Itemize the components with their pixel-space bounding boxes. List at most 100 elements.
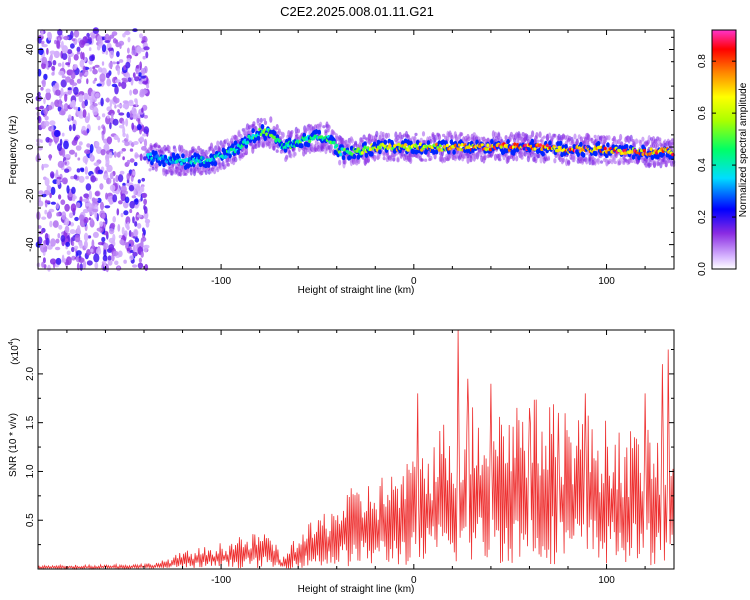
ridge-core	[305, 137, 309, 141]
noise-speckle	[47, 31, 53, 41]
noise-speckle	[106, 136, 113, 145]
ridge-band	[228, 153, 232, 159]
noise-speckle	[79, 72, 83, 77]
noise-speckle	[114, 104, 117, 109]
noise-speckle	[122, 103, 127, 109]
ridge-halo	[573, 133, 577, 140]
ridge-halo	[433, 153, 437, 160]
ridge-halo	[382, 156, 386, 161]
noise-speckle	[111, 61, 117, 65]
ridge-halo	[498, 153, 502, 160]
ridge-halo	[272, 145, 276, 151]
noise-speckle	[73, 106, 79, 110]
noise-speckle	[116, 51, 120, 58]
spectrogram-y-label: Frequency (Hz)	[8, 116, 19, 185]
ridge-halo	[593, 134, 597, 139]
noise-speckle	[126, 47, 130, 54]
colorbar-gradient	[711, 29, 737, 270]
ridge-band	[197, 154, 201, 161]
noise-speckle	[106, 115, 110, 119]
ridge-core	[459, 147, 463, 152]
ridge-halo	[234, 156, 238, 163]
noise-speckle	[40, 29, 44, 37]
ridge-halo	[647, 135, 651, 143]
ridge-halo	[539, 156, 543, 164]
noise-speckle	[118, 112, 125, 116]
ridge-halo	[290, 130, 294, 134]
noise-speckle	[55, 257, 62, 265]
ridge-core	[642, 148, 646, 153]
ridge-halo	[296, 128, 300, 134]
noise-speckle	[104, 40, 111, 44]
ridge-band	[236, 149, 240, 155]
ridge-core	[335, 143, 339, 148]
y-tick-label: 0	[25, 144, 36, 150]
noise-speckle	[103, 249, 107, 257]
noise-speckle	[63, 104, 67, 109]
noise-speckle	[41, 56, 48, 64]
ridge-halo	[344, 139, 348, 146]
noise-speckle	[122, 33, 126, 38]
noise-speckle	[103, 242, 109, 249]
noise-speckle	[78, 214, 85, 222]
ridge-core	[308, 139, 312, 143]
ridge-halo	[442, 133, 446, 137]
ridge-halo	[407, 134, 411, 141]
noise-speckle	[60, 40, 64, 50]
ridge-core	[437, 148, 441, 152]
ridge-halo	[622, 160, 626, 165]
noise-speckle	[125, 216, 131, 225]
ridge-band	[618, 144, 622, 150]
noise-speckle	[64, 225, 70, 234]
noise-speckle	[134, 221, 138, 227]
noise-speckle	[44, 200, 51, 204]
ridge-halo	[645, 157, 649, 163]
noise-speckle	[99, 73, 106, 82]
ridge-core	[363, 145, 367, 150]
noise-speckle	[117, 109, 120, 114]
ridge-core	[201, 156, 205, 160]
ridge-halo	[151, 166, 155, 171]
noise-speckle	[36, 138, 42, 143]
noise-speckle	[91, 197, 96, 203]
ridge-core	[445, 143, 449, 148]
noise-speckle	[40, 40, 45, 45]
noise-speckle	[120, 193, 127, 202]
noise-speckle	[131, 106, 136, 115]
noise-speckle	[90, 218, 94, 225]
noise-speckle	[49, 50, 56, 55]
noise-speckle	[43, 107, 49, 115]
noise-speckle	[138, 80, 144, 85]
noise-speckle	[60, 235, 66, 243]
noise-speckle	[122, 100, 129, 104]
noise-speckle	[71, 116, 74, 121]
noise-speckle	[133, 141, 139, 145]
noise-speckle	[73, 174, 78, 180]
ridge-core	[460, 143, 464, 147]
ridge-band	[631, 154, 636, 160]
ridge-halo	[542, 135, 546, 139]
ridge-core	[265, 132, 269, 136]
noise-speckle	[73, 29, 80, 38]
noise-speckle	[108, 227, 115, 235]
noise-speckle	[110, 222, 116, 229]
noise-speckle	[132, 113, 138, 120]
noise-speckle	[65, 241, 71, 247]
ridge-core	[382, 143, 386, 148]
noise-speckle	[44, 209, 48, 215]
ridge-halo	[630, 159, 634, 163]
noise-speckle	[66, 185, 70, 194]
ridge-core	[428, 144, 432, 148]
noise-speckle	[47, 105, 53, 111]
ridge-halo	[148, 168, 152, 172]
noise-speckle	[115, 175, 119, 183]
noise-speckle	[114, 97, 120, 104]
ridge-halo	[652, 160, 657, 164]
ridge-halo	[551, 136, 555, 140]
ridge-band	[625, 144, 629, 150]
ridge-core	[224, 154, 228, 159]
noise-speckle	[105, 264, 110, 273]
ridge-halo	[381, 131, 385, 138]
noise-speckle	[41, 44, 48, 48]
noise-speckle	[143, 126, 150, 135]
